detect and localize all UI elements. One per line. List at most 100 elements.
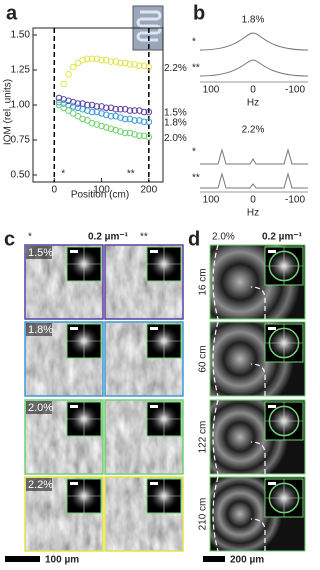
panel-label: a [6, 2, 18, 24]
y-tick-label: 1.50 [11, 30, 31, 41]
data-point [60, 96, 68, 103]
data-point [112, 126, 120, 134]
data-point [79, 56, 86, 64]
x-axis-title: Hz [247, 98, 259, 109]
fft-cross [265, 402, 303, 440]
panel-label: d [188, 228, 200, 250]
spectrum-title: 1.8% [242, 15, 265, 26]
row-label: ** [192, 63, 200, 74]
data-point [102, 56, 110, 64]
data-point [145, 133, 153, 141]
column-label: * [28, 232, 32, 243]
data-point [117, 128, 124, 135]
scale-bar [5, 556, 40, 562]
data-point [117, 114, 124, 121]
data-point [69, 98, 77, 106]
data-point [107, 58, 115, 65]
data-point [121, 129, 129, 137]
annotation: ** [127, 169, 135, 180]
data-point [112, 58, 120, 65]
x-tick-label: -100 [285, 195, 305, 206]
data-point [140, 62, 148, 70]
inset-scale [70, 327, 78, 330]
data-point [145, 118, 153, 126]
annotation: * [61, 169, 65, 180]
x-tick-label: -100 [285, 85, 305, 96]
fft-cross [67, 247, 101, 281]
series-label: 1.8% [164, 117, 187, 128]
data-point [102, 111, 110, 119]
row-label: 210 cm [198, 498, 209, 531]
data-point [136, 132, 143, 140]
data-point [55, 101, 63, 109]
panel-title: 2.0% [212, 232, 235, 243]
hologram-frame [209, 476, 306, 552]
data-point [121, 105, 129, 113]
scale-bar [203, 556, 225, 562]
panel-label: b [193, 2, 205, 24]
spectrum [200, 148, 308, 165]
boundary [212, 399, 266, 475]
data-point [69, 63, 77, 71]
inset-scale [70, 405, 78, 408]
spectrum [200, 172, 308, 189]
y-tick-label: 1.00 [11, 100, 31, 111]
fft-cross [67, 324, 101, 358]
data-point [93, 121, 101, 128]
data-point [98, 56, 105, 64]
data-point [98, 110, 105, 117]
data-point [84, 55, 91, 63]
data-point [126, 115, 134, 123]
inset-scale [70, 482, 78, 485]
fft-cross [265, 324, 303, 362]
data-point [107, 112, 115, 120]
data-point [88, 108, 96, 116]
fft-cross [147, 324, 181, 358]
data-point [131, 131, 138, 138]
row-label: 2.0% [28, 402, 53, 414]
data-point [60, 80, 68, 88]
fft-cross [67, 479, 101, 513]
micrograph-frame [104, 399, 184, 475]
fft-cross [67, 402, 101, 436]
data-point [55, 94, 63, 102]
data-point [74, 112, 82, 120]
fft-cross [147, 247, 181, 281]
boundary [212, 321, 266, 397]
label-bg [26, 478, 52, 491]
y-tick-label: 0.50 [11, 170, 31, 181]
data-point [145, 63, 153, 71]
data-point [69, 110, 77, 117]
fft-ring [268, 327, 300, 359]
data-point [136, 117, 143, 124]
data-point [93, 55, 101, 63]
data-point [102, 104, 110, 112]
data-point [84, 117, 91, 124]
hologram-frame [209, 244, 306, 320]
hologram-frame [209, 321, 306, 397]
x-tick-label: 0 [51, 185, 57, 196]
series-label: 2.2% [164, 63, 187, 74]
fft-ring [268, 250, 300, 282]
data-point [98, 122, 105, 130]
data-point [117, 59, 124, 67]
data-point [69, 103, 77, 110]
data-point [55, 98, 63, 106]
row-label: ** [192, 173, 200, 184]
boundary [212, 476, 266, 552]
row-label: * [192, 147, 196, 158]
data-point [136, 62, 143, 70]
data-point [145, 108, 153, 116]
row-label: 122 cm [198, 421, 209, 454]
data-point [74, 59, 82, 67]
row-label: * [192, 37, 196, 48]
data-point [98, 103, 105, 110]
fft-cross [147, 479, 181, 513]
data-point [112, 112, 120, 120]
fft-cross [265, 479, 303, 517]
label-bg [26, 401, 52, 414]
data-point [136, 107, 143, 114]
y-axis-title: IOM (rel. units) [3, 79, 14, 145]
data-point [88, 55, 96, 63]
x-axis-title: Hz [247, 208, 259, 219]
